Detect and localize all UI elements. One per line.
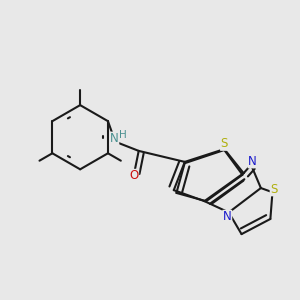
Text: N: N	[110, 132, 119, 145]
Text: O: O	[129, 169, 139, 182]
Text: N: N	[223, 210, 232, 224]
Text: S: S	[270, 183, 278, 196]
Text: S: S	[220, 137, 228, 150]
Text: H: H	[119, 130, 127, 140]
Text: N: N	[248, 155, 257, 168]
